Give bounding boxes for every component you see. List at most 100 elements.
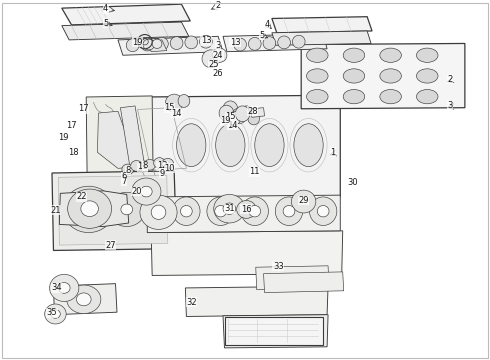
Text: 15: 15: [164, 103, 174, 112]
Ellipse shape: [81, 201, 98, 217]
Ellipse shape: [232, 108, 246, 124]
Polygon shape: [251, 108, 265, 117]
Text: 29: 29: [298, 196, 309, 205]
Ellipse shape: [73, 194, 78, 200]
Polygon shape: [151, 231, 343, 275]
Ellipse shape: [212, 48, 227, 62]
Ellipse shape: [237, 201, 256, 218]
Ellipse shape: [132, 178, 161, 205]
Text: 7: 7: [121, 177, 126, 186]
Ellipse shape: [49, 274, 79, 301]
Ellipse shape: [86, 224, 92, 229]
Ellipse shape: [45, 304, 66, 324]
Polygon shape: [223, 315, 328, 348]
Ellipse shape: [154, 158, 165, 168]
Text: 4: 4: [103, 4, 108, 13]
Ellipse shape: [416, 90, 438, 104]
Text: 24: 24: [213, 51, 223, 60]
Text: 19: 19: [220, 116, 231, 125]
Ellipse shape: [144, 159, 156, 170]
Ellipse shape: [63, 186, 114, 233]
Text: 26: 26: [213, 69, 223, 78]
Ellipse shape: [172, 197, 200, 225]
Text: 14: 14: [227, 121, 238, 130]
Ellipse shape: [241, 197, 269, 225]
Ellipse shape: [86, 189, 92, 195]
Text: 13: 13: [200, 36, 211, 45]
Text: 14: 14: [172, 109, 182, 118]
Text: 8: 8: [142, 161, 147, 170]
Ellipse shape: [141, 38, 154, 51]
Ellipse shape: [249, 206, 261, 217]
Ellipse shape: [241, 106, 252, 119]
Text: 31: 31: [224, 204, 235, 213]
Ellipse shape: [275, 197, 303, 225]
Ellipse shape: [202, 50, 220, 68]
Ellipse shape: [121, 204, 133, 215]
Ellipse shape: [292, 190, 316, 213]
Ellipse shape: [235, 106, 250, 122]
Polygon shape: [98, 111, 138, 168]
Ellipse shape: [185, 36, 197, 49]
Ellipse shape: [294, 124, 323, 167]
Text: 27: 27: [105, 240, 116, 249]
Text: 2: 2: [216, 1, 221, 10]
Text: 5: 5: [103, 19, 108, 28]
Text: 33: 33: [273, 262, 284, 271]
Ellipse shape: [143, 39, 155, 50]
Ellipse shape: [214, 194, 245, 223]
Ellipse shape: [310, 197, 337, 225]
Ellipse shape: [343, 69, 365, 83]
Text: 30: 30: [347, 178, 358, 187]
Polygon shape: [185, 286, 328, 316]
Ellipse shape: [165, 94, 183, 112]
Ellipse shape: [99, 194, 105, 200]
Ellipse shape: [228, 112, 241, 125]
Text: 13: 13: [230, 38, 241, 47]
Text: 4: 4: [265, 20, 270, 29]
Polygon shape: [59, 191, 129, 226]
Ellipse shape: [99, 219, 105, 224]
Ellipse shape: [234, 38, 246, 51]
Ellipse shape: [380, 90, 401, 104]
Ellipse shape: [80, 202, 98, 217]
Ellipse shape: [248, 112, 260, 125]
Text: 5: 5: [260, 31, 265, 40]
Text: 35: 35: [47, 309, 57, 318]
Ellipse shape: [67, 285, 101, 314]
Ellipse shape: [248, 37, 261, 50]
Text: 6: 6: [121, 172, 126, 181]
Text: 25: 25: [208, 60, 219, 69]
Ellipse shape: [219, 105, 234, 121]
Text: 19: 19: [58, 133, 69, 142]
Text: 17: 17: [78, 104, 89, 113]
Polygon shape: [272, 31, 371, 45]
Polygon shape: [86, 96, 153, 182]
Text: 34: 34: [51, 283, 62, 292]
Ellipse shape: [73, 219, 78, 224]
Ellipse shape: [255, 124, 284, 167]
Text: 12: 12: [157, 161, 167, 170]
Ellipse shape: [223, 203, 236, 215]
Ellipse shape: [416, 48, 438, 62]
Ellipse shape: [215, 206, 226, 217]
Text: 11: 11: [249, 167, 260, 176]
Polygon shape: [272, 17, 372, 33]
Ellipse shape: [278, 36, 291, 49]
Ellipse shape: [380, 48, 401, 62]
Text: 10: 10: [164, 164, 174, 173]
Ellipse shape: [162, 158, 173, 169]
Ellipse shape: [307, 90, 328, 104]
Text: 3: 3: [216, 41, 221, 50]
Text: 2: 2: [447, 75, 453, 84]
Ellipse shape: [380, 69, 401, 83]
Ellipse shape: [263, 37, 276, 50]
Text: 19: 19: [132, 38, 143, 47]
Polygon shape: [58, 176, 168, 245]
Ellipse shape: [156, 37, 168, 50]
Polygon shape: [264, 272, 343, 293]
Polygon shape: [62, 4, 190, 25]
Text: 9: 9: [159, 168, 165, 177]
Text: 18: 18: [68, 148, 78, 157]
Polygon shape: [145, 95, 340, 198]
